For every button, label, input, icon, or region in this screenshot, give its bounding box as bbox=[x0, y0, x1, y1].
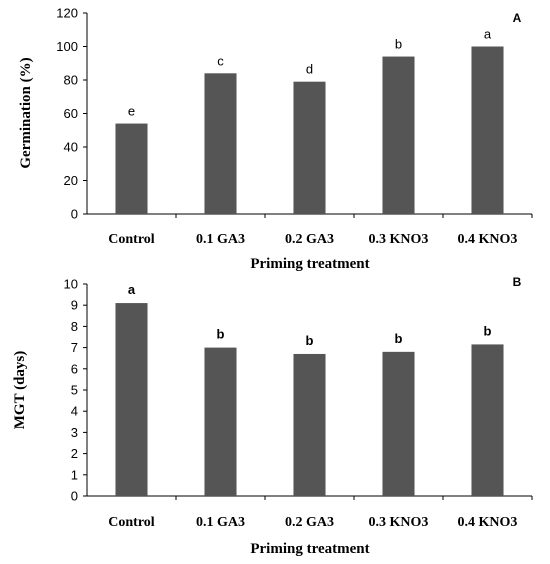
significance-letter: b bbox=[395, 331, 403, 346]
y-tick-label: 3 bbox=[71, 425, 78, 440]
x-tick-label: 0.2 GA3 bbox=[285, 232, 334, 247]
bar bbox=[115, 123, 148, 214]
x-tick-label: 0.3 KNO3 bbox=[369, 232, 429, 247]
bar bbox=[382, 56, 415, 214]
y-axis-title-germination: Germination (%) bbox=[18, 57, 34, 168]
y-tick-label: 40 bbox=[64, 140, 78, 155]
x-tick-label: 0.1 GA3 bbox=[196, 515, 245, 530]
x-axis-title-germination: Priming treatment bbox=[250, 256, 369, 272]
x-tick-label: 0.1 GA3 bbox=[196, 232, 245, 247]
significance-letter: a bbox=[484, 27, 492, 42]
y-tick-label: 1 bbox=[71, 467, 78, 482]
y-tick-label: 10 bbox=[64, 277, 78, 292]
bar bbox=[204, 73, 237, 214]
significance-letter: e bbox=[128, 104, 135, 119]
bar bbox=[382, 351, 415, 496]
y-tick-label: 7 bbox=[71, 340, 78, 355]
y-tick-label: 0 bbox=[71, 489, 78, 504]
panel-label-b: B bbox=[513, 275, 522, 289]
significance-letter: b bbox=[306, 333, 314, 348]
significance-letter: a bbox=[128, 282, 136, 297]
significance-letter: b bbox=[395, 37, 402, 52]
y-axis-title-mgt: MGT (days) bbox=[12, 351, 28, 429]
bar bbox=[471, 46, 504, 214]
y-tick-label: 0 bbox=[71, 207, 78, 222]
x-tick-label: Control bbox=[108, 232, 155, 247]
x-tick-label: Control bbox=[108, 515, 155, 530]
y-tick-label: 5 bbox=[71, 383, 78, 398]
chart-mgt: MGT (days) Priming treatment B 0 1 2 3 4 5 6 7 8… bbox=[12, 275, 533, 557]
bar bbox=[293, 81, 326, 214]
x-tick-label: 0.3 KNO3 bbox=[369, 515, 429, 530]
y-tick-label: 4 bbox=[71, 404, 78, 419]
y-tick-label: 8 bbox=[71, 319, 78, 334]
bar bbox=[204, 347, 237, 496]
x-tick-label: 0.4 KNO3 bbox=[458, 232, 518, 247]
y-tick-label: 2 bbox=[71, 446, 78, 461]
y-tick-label: 80 bbox=[64, 73, 78, 88]
y-tick-label: 20 bbox=[64, 173, 78, 188]
x-tick-label: 0.2 GA3 bbox=[285, 515, 334, 530]
chart-germination: Germination (%) Priming treatment A 0 20 4… bbox=[18, 6, 533, 272]
y-tick-label: 9 bbox=[71, 298, 78, 313]
bar bbox=[115, 303, 148, 496]
significance-letter: b bbox=[217, 327, 225, 342]
y-tick-label: 60 bbox=[64, 106, 78, 121]
significance-letter: b bbox=[484, 323, 492, 338]
y-tick-label: 100 bbox=[56, 39, 78, 54]
significance-letter: d bbox=[306, 62, 313, 77]
bar bbox=[293, 353, 326, 496]
y-tick-label: 6 bbox=[71, 361, 78, 376]
bar bbox=[471, 344, 504, 496]
panel-label-a: A bbox=[513, 11, 522, 25]
x-axis-title-mgt: Priming treatment bbox=[250, 541, 369, 557]
x-tick-label: 0.4 KNO3 bbox=[458, 515, 518, 530]
significance-letter: c bbox=[217, 53, 224, 68]
y-tick-label: 120 bbox=[56, 6, 78, 21]
